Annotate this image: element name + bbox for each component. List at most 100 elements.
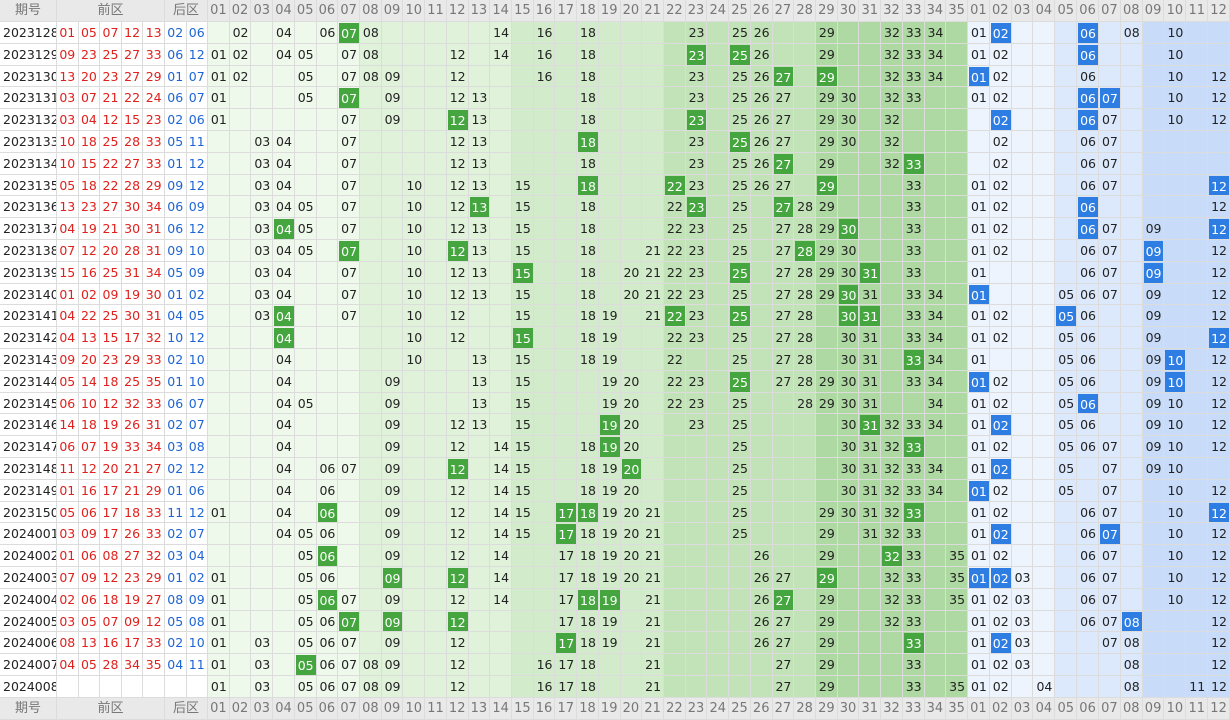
front-shown: 33 xyxy=(905,90,922,106)
front-shown: 34 xyxy=(927,46,944,62)
front-number: 32 xyxy=(121,392,144,415)
front-shown: 22 xyxy=(666,243,683,258)
footer-back-col: 04 xyxy=(1033,697,1056,720)
period: 2023134 xyxy=(0,152,57,175)
front-grid-cell xyxy=(511,610,534,633)
period: 2023146 xyxy=(0,414,57,437)
back-hit: 02 xyxy=(990,459,1011,479)
front-shown: 20 xyxy=(623,439,640,455)
front-shown: 07 xyxy=(341,46,358,62)
front-number: 01 xyxy=(57,479,79,502)
front-grid-cell xyxy=(316,414,339,437)
front-shown: 26 xyxy=(753,635,770,651)
front-shown: 07 xyxy=(341,177,358,193)
back-shown: 09 xyxy=(1145,352,1162,367)
front-grid-cell xyxy=(208,370,230,393)
front-grid-cell xyxy=(663,43,686,66)
back-grid-cell xyxy=(1186,327,1209,349)
front-shown: 13 xyxy=(471,352,488,367)
footer-front-col: 04 xyxy=(273,697,295,720)
front-grid-cell xyxy=(294,370,317,393)
front-grid-cell xyxy=(359,218,382,240)
front-grid-cell xyxy=(251,501,274,524)
back-number xyxy=(186,676,208,698)
front-shown: 25 xyxy=(732,417,748,433)
back-shown: 06 xyxy=(1080,286,1097,302)
back-shown: 05 xyxy=(1058,352,1075,367)
front-number: 22 xyxy=(121,87,144,110)
back-number: 05 xyxy=(165,610,187,633)
header-back-col: 09 xyxy=(1142,0,1165,22)
front-grid-cell xyxy=(490,349,512,371)
back-grid-cell xyxy=(1142,501,1165,524)
front-grid-cell xyxy=(425,22,447,44)
front-shown: 21 xyxy=(645,657,662,673)
front-grid-cell xyxy=(425,479,447,502)
front-grid-cell xyxy=(381,22,404,44)
front-shown: 10 xyxy=(406,177,423,193)
front-shown: 17 xyxy=(558,657,575,673)
front-grid-cell xyxy=(642,218,664,240)
front-number: 23 xyxy=(143,109,165,131)
back-grid-cell xyxy=(1077,65,1099,88)
back-number: 10 xyxy=(165,327,187,349)
front-grid-cell xyxy=(555,174,578,197)
front-number: 05 xyxy=(78,654,101,676)
front-grid-cell xyxy=(468,588,491,611)
back-number: 06 xyxy=(186,479,208,502)
front-shown: 29 xyxy=(818,526,835,542)
front-hit: 25 xyxy=(730,371,750,392)
front-grid-cell xyxy=(490,261,512,284)
back-shown: 02 xyxy=(992,177,1009,193)
front-grid-cell xyxy=(577,22,599,44)
front-grid-cell xyxy=(750,305,773,328)
back-grid-cell xyxy=(1142,22,1165,44)
front-shown: 04 xyxy=(276,25,292,40)
back-grid-cell xyxy=(1120,458,1143,480)
front-number: 17 xyxy=(121,327,144,349)
front-grid-cell xyxy=(707,305,730,328)
front-shown: 33 xyxy=(905,679,922,694)
back-shown: 05 xyxy=(1058,395,1075,411)
front-number: 19 xyxy=(78,218,101,240)
front-grid-cell xyxy=(750,392,773,415)
front-shown: 34 xyxy=(927,417,944,433)
front-grid-cell xyxy=(837,87,860,110)
footer-front-col: 15 xyxy=(511,697,534,720)
front-shown: 33 xyxy=(905,657,922,673)
front-number: 31 xyxy=(121,261,144,284)
front-shown: 20 xyxy=(623,264,640,280)
back-number: 09 xyxy=(165,240,187,262)
front-shown: 29 xyxy=(818,25,835,40)
front-grid-cell xyxy=(663,610,686,633)
front-shown: 12 xyxy=(449,177,466,193)
front-shown: 12 xyxy=(449,657,466,673)
front-number: 10 xyxy=(57,131,79,153)
front-shown: 13 xyxy=(471,90,488,106)
back-shown: 12 xyxy=(1211,373,1228,389)
front-grid-cell xyxy=(946,22,968,44)
front-shown: 05 xyxy=(297,395,314,411)
front-shown: 18 xyxy=(580,482,596,498)
back-grid-cell xyxy=(1186,392,1209,415)
period: 2023130 xyxy=(0,65,57,88)
back-shown: 12 xyxy=(1211,635,1228,651)
front-grid-cell xyxy=(815,327,838,349)
footer-front-col: 21 xyxy=(642,697,664,720)
front-shown: 27 xyxy=(775,243,792,258)
front-grid-cell xyxy=(229,43,252,66)
back-shown: 05 xyxy=(1058,286,1075,302)
front-number: 20 xyxy=(100,458,122,480)
front-hit: 13 xyxy=(469,197,490,218)
back-shown: 11 xyxy=(1189,679,1206,694)
back-shown: 12 xyxy=(1211,243,1228,258)
front-grid-cell xyxy=(772,414,795,437)
front-grid-cell xyxy=(425,87,447,110)
back-grid-cell xyxy=(1011,370,1034,393)
front-hit: 27 xyxy=(773,197,794,218)
back-hit: 09 xyxy=(1143,241,1164,261)
front-grid-cell xyxy=(663,152,686,175)
back-grid-cell xyxy=(1055,65,1078,88)
back-shown: 09 xyxy=(1145,373,1162,389)
back-shown: 06 xyxy=(1080,591,1097,607)
